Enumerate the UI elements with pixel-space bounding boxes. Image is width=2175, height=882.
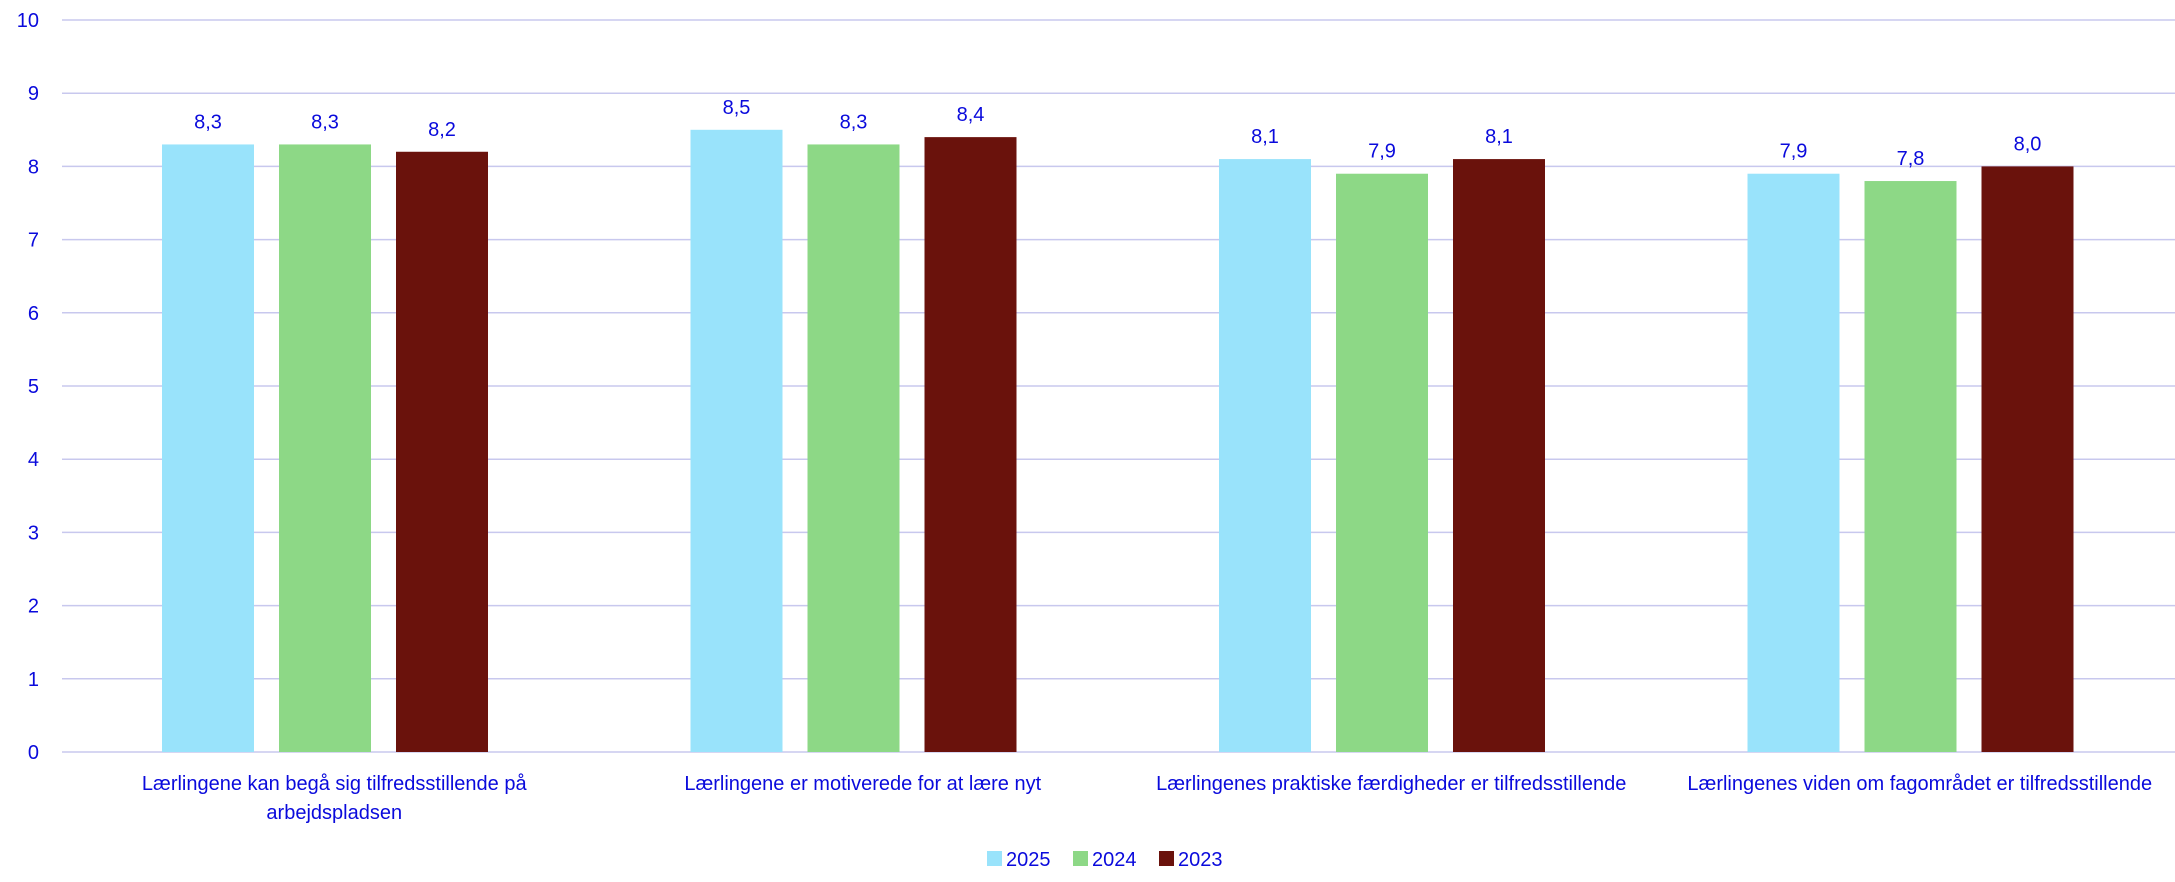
legend-label: 2023 [1178,849,1223,871]
legend-label: 2024 [1092,849,1137,871]
y-tick-label: 8 [28,156,39,178]
y-tick-label: 9 [28,83,39,105]
y-tick-label: 3 [28,522,39,544]
data-label: 8,4 [957,104,985,126]
bar-2023 [396,151,488,752]
y-tick-label: 10 [17,10,39,32]
y-tick-label: 7 [28,230,39,252]
data-label: 7,9 [1780,141,1808,163]
legend-swatch-2024 [1073,851,1088,866]
data-label: 8,2 [428,119,456,141]
bar-2025 [1219,159,1311,752]
data-label: 8,0 [2014,133,2042,155]
bar-2024 [279,144,371,752]
y-tick-label: 0 [28,742,39,764]
bar-2025 [690,129,783,753]
data-label: 7,8 [1897,148,1925,170]
data-label: 7,9 [1368,141,1396,163]
data-label: 8,3 [840,111,868,133]
y-tick-label: 1 [28,669,39,691]
y-tick-label: 5 [28,376,39,398]
bar-2024 [1864,181,1957,753]
bar-2024 [1336,173,1428,753]
bar-2023 [1981,166,2074,752]
data-label: 8,1 [1485,126,1513,148]
x-category-label: Lærlingene er motiverede for at lære nyt [684,773,1041,795]
bar-2025 [1747,173,1840,753]
x-category-label: arbejdspladsen [266,802,402,824]
bar-2023 [1453,159,1545,752]
data-label: 8,3 [311,111,339,133]
data-label: 8,5 [723,97,751,119]
y-tick-label: 6 [28,303,39,325]
x-category-label: Lærlingenes viden om fagområdet er tilfr… [1687,773,2152,795]
legend-swatch-2025 [987,851,1002,866]
x-category-label: Lærlingene kan begå sig tilfredsstillend… [142,773,528,795]
bar-2024 [807,144,900,752]
data-label: 8,1 [1251,126,1279,148]
data-label: 8,3 [194,111,222,133]
bar-2023 [924,137,1017,752]
y-tick-label: 4 [28,449,39,471]
legend-label: 2025 [1006,849,1051,871]
legend-swatch-2023 [1159,851,1174,866]
y-tick-label: 2 [28,596,39,618]
bar-2025 [162,144,254,752]
x-category-label: Lærlingenes praktiske færdigheder er til… [1156,773,1626,795]
